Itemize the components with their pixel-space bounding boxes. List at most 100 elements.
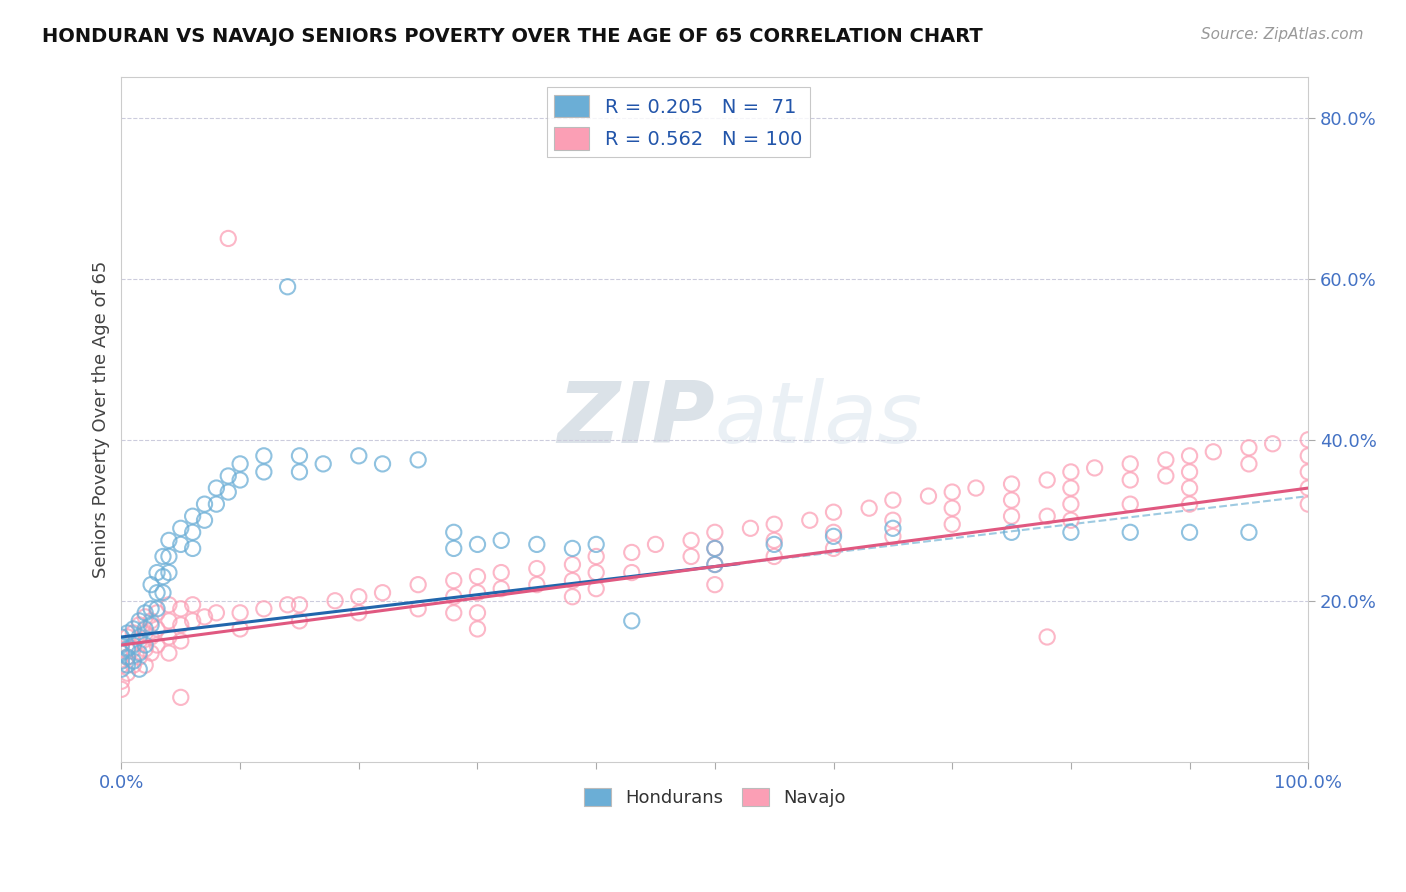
Point [117, 630, 139, 644]
Point [763, 533, 786, 548]
Point [1060, 513, 1083, 527]
Point [1000, 525, 1022, 540]
Point [134, 642, 156, 657]
Point [1296, 481, 1319, 495]
Point [526, 577, 548, 591]
Point [1178, 525, 1201, 540]
Point [965, 481, 987, 495]
Point [157, 566, 180, 580]
Point [181, 598, 204, 612]
Point [229, 457, 252, 471]
Point [205, 481, 228, 495]
Point [229, 473, 252, 487]
Point [146, 622, 169, 636]
Point [1296, 497, 1319, 511]
Point [823, 505, 845, 519]
Point [205, 497, 228, 511]
Point [288, 614, 311, 628]
Point [193, 497, 215, 511]
Point [561, 558, 583, 572]
Point [1178, 497, 1201, 511]
Point [110, 662, 132, 676]
Point [229, 606, 252, 620]
Point [139, 577, 162, 591]
Point [1237, 441, 1260, 455]
Point [122, 658, 145, 673]
Point [217, 469, 239, 483]
Point [157, 549, 180, 564]
Point [323, 593, 346, 607]
Point [763, 537, 786, 551]
Point [703, 525, 725, 540]
Point [703, 577, 725, 591]
Point [146, 585, 169, 599]
Point [193, 610, 215, 624]
Point [170, 521, 193, 535]
Point [917, 489, 939, 503]
Point [1119, 497, 1142, 511]
Point [110, 630, 132, 644]
Point [644, 537, 666, 551]
Legend: Hondurans, Navajo: Hondurans, Navajo [576, 780, 853, 814]
Point [1084, 461, 1107, 475]
Point [134, 610, 156, 624]
Point [882, 521, 904, 535]
Point [288, 465, 311, 479]
Point [882, 493, 904, 508]
Point [1036, 473, 1059, 487]
Point [1000, 493, 1022, 508]
Point [585, 549, 607, 564]
Point [110, 654, 132, 668]
Point [585, 566, 607, 580]
Point [170, 618, 193, 632]
Point [467, 569, 489, 583]
Point [134, 626, 156, 640]
Point [1060, 525, 1083, 540]
Point [347, 606, 370, 620]
Point [1296, 449, 1319, 463]
Point [1154, 469, 1177, 483]
Point [763, 549, 786, 564]
Point [489, 566, 512, 580]
Point [406, 453, 429, 467]
Y-axis label: Seniors Poverty Over the Age of 65: Seniors Poverty Over the Age of 65 [93, 261, 110, 578]
Point [170, 634, 193, 648]
Point [288, 598, 311, 612]
Point [128, 662, 150, 676]
Point [122, 642, 145, 657]
Point [561, 574, 583, 588]
Point [205, 606, 228, 620]
Point [110, 658, 132, 673]
Point [1119, 525, 1142, 540]
Point [1154, 453, 1177, 467]
Point [467, 585, 489, 599]
Point [681, 533, 703, 548]
Point [1237, 457, 1260, 471]
Point [152, 569, 174, 583]
Point [117, 650, 139, 665]
Text: ZIP: ZIP [557, 378, 714, 461]
Point [277, 279, 299, 293]
Point [526, 561, 548, 575]
Point [157, 630, 180, 644]
Point [467, 537, 489, 551]
Point [620, 545, 643, 559]
Point [117, 658, 139, 673]
Point [443, 541, 465, 556]
Point [489, 533, 512, 548]
Point [941, 517, 963, 532]
Text: Source: ZipAtlas.com: Source: ZipAtlas.com [1201, 27, 1364, 42]
Point [1119, 457, 1142, 471]
Point [1036, 630, 1059, 644]
Point [823, 541, 845, 556]
Point [110, 674, 132, 689]
Point [181, 525, 204, 540]
Point [157, 646, 180, 660]
Point [467, 622, 489, 636]
Point [1060, 497, 1083, 511]
Point [170, 690, 193, 705]
Point [443, 574, 465, 588]
Point [799, 513, 821, 527]
Point [1000, 477, 1022, 491]
Point [253, 465, 276, 479]
